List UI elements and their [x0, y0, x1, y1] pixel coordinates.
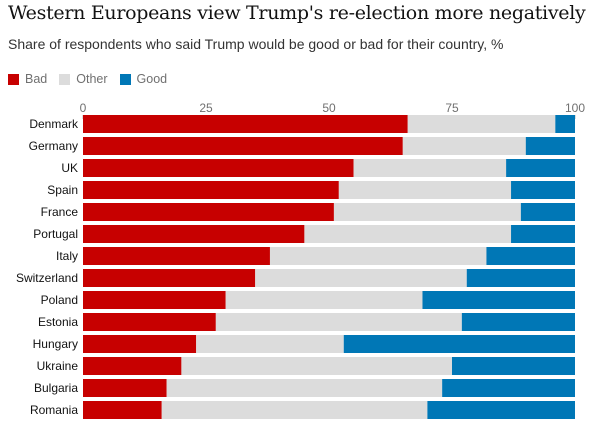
bar-switzerland-good	[466, 269, 575, 287]
bar-spain-bad	[83, 181, 339, 199]
legend-item-other: Other	[59, 72, 108, 86]
bar-portugal-other	[304, 225, 512, 243]
bar-italy-bad	[83, 247, 270, 265]
bar-ukraine-good	[452, 357, 575, 375]
bar-spain-other	[338, 181, 512, 199]
x-tick-label: 100	[565, 101, 585, 115]
country-label-italy: Italy	[56, 249, 78, 263]
bar-germany-good	[525, 137, 575, 155]
bar-ukraine-other	[181, 357, 452, 375]
legend-label-bad: Bad	[25, 72, 48, 86]
bar-hungary-other	[196, 335, 344, 353]
country-label-spain: Spain	[47, 183, 78, 197]
bar-poland-other	[225, 291, 423, 309]
bar-germany-bad	[83, 137, 403, 155]
legend: Bad Other Good	[8, 72, 179, 86]
country-label-portugal: Portugal	[33, 227, 78, 241]
bar-spain-good	[511, 181, 575, 199]
chart-subtitle: Share of respondents who said Trump woul…	[8, 36, 504, 52]
country-label-switzerland: Switzerland	[16, 271, 78, 285]
bar-bulgaria-other	[166, 379, 443, 397]
country-label-uk: UK	[61, 161, 78, 175]
country-label-denmark: Denmark	[29, 117, 79, 131]
bar-romania-other	[161, 401, 428, 419]
x-tick-label: 50	[322, 101, 336, 115]
country-label-romania: Romania	[30, 403, 78, 417]
bar-estonia-other	[215, 313, 462, 331]
bar-switzerland-other	[255, 269, 467, 287]
bar-uk-good	[506, 159, 575, 177]
bar-italy-good	[486, 247, 575, 265]
bar-italy-other	[269, 247, 487, 265]
bar-estonia-bad	[83, 313, 216, 331]
legend-label-good: Good	[136, 72, 168, 86]
bar-france-other	[333, 203, 521, 221]
legend-item-bad: Bad	[8, 72, 47, 86]
legend-label-other: Other	[76, 72, 108, 86]
bar-denmark-good	[555, 115, 575, 133]
bar-hungary-good	[343, 335, 575, 353]
bar-poland-bad	[83, 291, 226, 309]
legend-swatch-bad	[8, 73, 19, 85]
bar-ukraine-bad	[83, 357, 182, 375]
bar-bulgaria-bad	[83, 379, 167, 397]
legend-item-good: Good	[119, 72, 168, 86]
country-label-france: France	[41, 205, 79, 219]
country-label-estonia: Estonia	[38, 315, 78, 329]
bar-portugal-good	[511, 225, 575, 243]
bar-romania-bad	[83, 401, 162, 419]
x-tick-label: 75	[445, 101, 459, 115]
legend-swatch-good	[119, 73, 131, 85]
country-label-bulgaria: Bulgaria	[34, 381, 78, 395]
country-label-hungary: Hungary	[33, 337, 78, 351]
bar-romania-good	[427, 401, 575, 419]
bar-bulgaria-good	[442, 379, 575, 397]
bar-france-good	[520, 203, 575, 221]
bar-poland-good	[422, 291, 575, 309]
bar-uk-bad	[83, 159, 354, 177]
bar-uk-other	[353, 159, 507, 177]
bar-hungary-bad	[83, 335, 197, 353]
country-label-poland: Poland	[41, 293, 78, 307]
legend-swatch-other	[59, 73, 71, 85]
x-tick-label: 0	[80, 101, 87, 115]
chart-title: Western Europeans view Trump's re-electi…	[8, 2, 586, 24]
country-label-ukraine: Ukraine	[37, 359, 79, 373]
x-tick-label: 25	[199, 101, 213, 115]
bar-switzerland-bad	[83, 269, 256, 287]
bar-denmark-other	[407, 115, 556, 133]
bar-portugal-bad	[83, 225, 305, 243]
bar-estonia-good	[461, 313, 575, 331]
bar-germany-other	[402, 137, 526, 155]
country-label-germany: Germany	[29, 139, 78, 153]
bar-denmark-bad	[83, 115, 408, 133]
bar-france-bad	[83, 203, 334, 221]
